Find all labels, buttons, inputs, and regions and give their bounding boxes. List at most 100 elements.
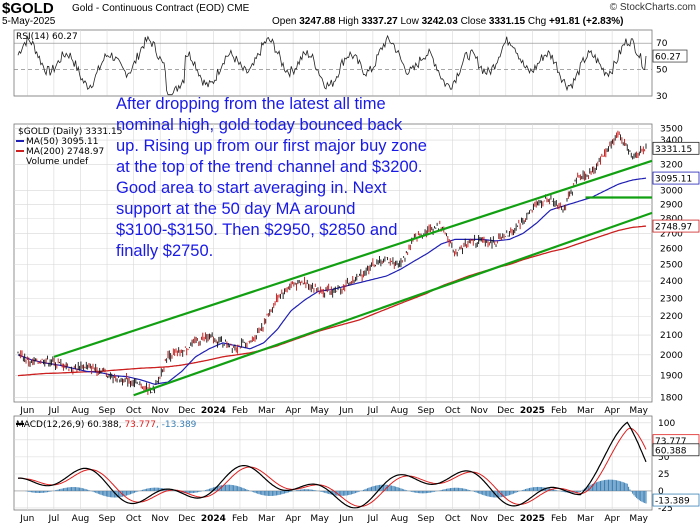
annotation-line: up. Rising up from our first major buy z… bbox=[116, 137, 427, 155]
macd-signal-value-label: 73.777 bbox=[655, 437, 687, 447]
price-legend-ma50: MA(50) 3095.11 bbox=[26, 137, 98, 147]
annotation-line: After dropping from the latest all time bbox=[116, 95, 386, 113]
x-tick-label: Dec bbox=[178, 514, 195, 524]
y-tick-label: 2300 bbox=[660, 294, 683, 304]
rsi-tick-label: 50 bbox=[656, 66, 668, 76]
x-tick-label: Dec bbox=[178, 406, 195, 416]
x-tick-label: Nov bbox=[470, 406, 488, 416]
low-value: 3242.03 bbox=[421, 16, 458, 27]
ma200-line bbox=[17, 225, 647, 377]
x-tick-label: Jun bbox=[19, 514, 34, 524]
x-tick-label: Nov bbox=[470, 514, 488, 524]
annotation-line: finally $2750. bbox=[116, 242, 214, 260]
x-tick-label: Aug bbox=[72, 514, 90, 524]
y-tick-label: 1900 bbox=[660, 372, 683, 382]
macd-value-label-box bbox=[652, 443, 700, 457]
x-tick-label: 2024 bbox=[201, 514, 226, 524]
macd-value-label: 60.388 bbox=[655, 446, 687, 456]
y-tick-label: 2900 bbox=[660, 200, 683, 210]
x-tick-label: Jul bbox=[47, 406, 59, 416]
open-value: 3247.88 bbox=[299, 16, 336, 27]
x-tick-label: Mar bbox=[577, 514, 594, 524]
ticker-symbol: $GOLD bbox=[2, 0, 54, 17]
macd-tick-label: -25 bbox=[658, 504, 673, 514]
y-tick-label: 3400 bbox=[660, 136, 683, 146]
x-tick-label: Jul bbox=[47, 514, 59, 524]
low-label: Low bbox=[400, 16, 419, 27]
macd-signal-line bbox=[17, 427, 647, 507]
x-tick-label: Apr bbox=[604, 406, 620, 416]
x-tick-label: May bbox=[629, 406, 648, 416]
price-legend-ma200: MA(200) 2748.97 bbox=[26, 147, 104, 157]
y-tick-label: 2000 bbox=[660, 351, 683, 361]
x-tick-label: Jun bbox=[19, 406, 34, 416]
x-tick-label: Apr bbox=[285, 514, 301, 524]
analysis-annotation: After dropping from the latest all time … bbox=[116, 94, 446, 262]
x-tick-label: Nov bbox=[151, 406, 169, 416]
rsi-value-label-box bbox=[652, 49, 688, 63]
x-tick-label: Oct bbox=[126, 406, 142, 416]
ma50-value-label: 3095.11 bbox=[655, 175, 692, 185]
x-tick-label: Mar bbox=[577, 406, 594, 416]
y-tick-label: 3200 bbox=[660, 161, 683, 171]
macd-histogram-value-label-box bbox=[652, 493, 700, 507]
x-tick-label: Apr bbox=[604, 514, 620, 524]
macd-tick-label: 25 bbox=[658, 470, 669, 480]
close-value: 3331.15 bbox=[488, 16, 526, 27]
y-tick-label: 3000 bbox=[660, 187, 683, 197]
high-value: 3337.27 bbox=[361, 16, 398, 27]
macd-line bbox=[17, 421, 647, 509]
y-tick-label: 2700 bbox=[660, 229, 683, 239]
y-tick-label: 2800 bbox=[660, 215, 683, 225]
x-tick-label: Sep bbox=[418, 514, 435, 524]
ma50-line bbox=[17, 177, 647, 385]
x-tick-label: Dec bbox=[497, 406, 514, 416]
x-tick-label: 2025 bbox=[520, 514, 545, 524]
x-tick-label: Oct bbox=[126, 514, 142, 524]
chg-value: +91.81 (+2.83%) bbox=[549, 16, 624, 27]
price-value-label: 3331.15 bbox=[655, 145, 692, 155]
macd-tick-label: 100 bbox=[658, 419, 675, 429]
price-panel bbox=[13, 123, 653, 403]
x-tick-label: 2025 bbox=[520, 406, 545, 416]
close-label: Close bbox=[460, 16, 487, 27]
x-tick-label: May bbox=[310, 514, 329, 524]
x-tick-label: Dec bbox=[497, 514, 514, 524]
x-tick-label: Aug bbox=[391, 406, 409, 416]
y-tick-label: 2500 bbox=[660, 261, 683, 271]
x-tick-label: Sep bbox=[418, 406, 435, 416]
y-tick-label: 1800 bbox=[660, 393, 683, 403]
ma200-value-label: 2748.97 bbox=[655, 223, 692, 233]
price-legend-volume: Volume undef bbox=[26, 157, 89, 167]
y-tick-label: 2600 bbox=[660, 245, 683, 255]
macd-legend-signal: 73.777 bbox=[124, 420, 156, 430]
y-tick-label: 2200 bbox=[660, 312, 683, 322]
macd-legend: MACD(12,26,9) 60.388, 73.777, -13.389 bbox=[16, 420, 197, 430]
high-label: High bbox=[338, 16, 359, 27]
trend-line-lower bbox=[133, 211, 653, 397]
x-tick-label: Jun bbox=[338, 406, 353, 416]
x-tick-label: Jul bbox=[366, 406, 378, 416]
contract-description: Gold - Continuous Contract (EOD) CME bbox=[72, 3, 250, 14]
annotation-line: $3100-$3150. Then $2950, $2850 and bbox=[116, 221, 398, 239]
macd-tick-label: 50 bbox=[658, 453, 670, 463]
annotation-line: support at the 50 day MA around bbox=[116, 200, 356, 218]
price-legend-gold: $GOLD (Daily) 3331.15 bbox=[18, 127, 122, 137]
x-tick-label: 2024 bbox=[201, 406, 226, 416]
trend-line-upper bbox=[53, 159, 653, 358]
y-tick-label: 2100 bbox=[660, 331, 683, 341]
x-tick-label: Aug bbox=[391, 514, 409, 524]
macd-histogram-value-label: -13.389 bbox=[655, 497, 690, 507]
x-tick-label: Mar bbox=[258, 406, 275, 416]
rsi-line bbox=[17, 34, 647, 96]
x-tick-label: Feb bbox=[551, 514, 567, 524]
x-tick-label: Jul bbox=[366, 514, 378, 524]
brand-watermark: © StockCharts.com bbox=[609, 2, 696, 13]
x-tick-label: Sep bbox=[99, 514, 116, 524]
x-tick-label: Feb bbox=[551, 406, 567, 416]
x-tick-label: Feb bbox=[232, 406, 248, 416]
x-tick-label: Aug bbox=[72, 406, 90, 416]
ohlc-readout: Open 3247.88 High 3337.27 Low 3242.03 Cl… bbox=[272, 16, 624, 27]
chg-label: Chg bbox=[527, 16, 547, 27]
